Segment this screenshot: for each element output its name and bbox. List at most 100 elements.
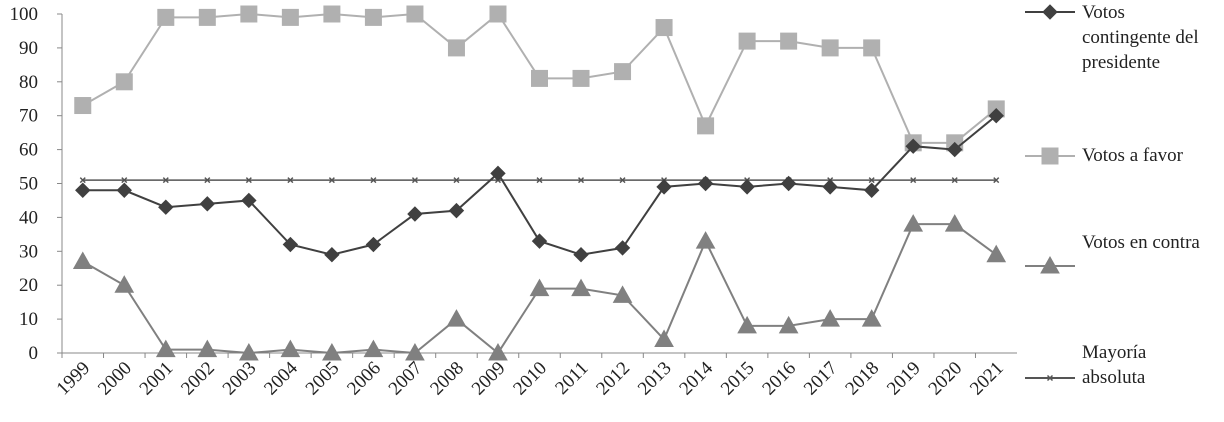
y-tick-label: 80 bbox=[19, 72, 38, 93]
point bbox=[324, 246, 340, 263]
point bbox=[74, 97, 92, 115]
point bbox=[240, 5, 258, 23]
point bbox=[988, 107, 1004, 124]
y-tick-label: 10 bbox=[19, 309, 38, 330]
x-tick-label: 2017 bbox=[800, 358, 842, 400]
y-tick-label: 40 bbox=[19, 207, 38, 228]
point bbox=[655, 19, 673, 37]
point bbox=[72, 251, 93, 269]
x-tick-label: 1999 bbox=[53, 358, 95, 400]
point bbox=[281, 8, 299, 26]
x-tick-label: 2013 bbox=[634, 358, 676, 400]
point bbox=[944, 214, 965, 232]
legend-label: Mayoría absoluta bbox=[1082, 342, 1147, 388]
point bbox=[531, 233, 548, 249]
point bbox=[323, 5, 341, 23]
point bbox=[280, 339, 301, 358]
legend-label: Votos contingente del presidente bbox=[1082, 2, 1199, 73]
point bbox=[697, 175, 714, 192]
point bbox=[863, 182, 880, 198]
x-tick-label: 2002 bbox=[177, 358, 219, 400]
y-tick-label: 100 bbox=[10, 4, 39, 25]
point bbox=[407, 206, 423, 222]
point bbox=[158, 199, 174, 215]
point bbox=[121, 177, 128, 184]
point bbox=[778, 315, 799, 334]
x-tick-label: 2020 bbox=[925, 358, 967, 400]
y-tick-label: 60 bbox=[19, 140, 38, 161]
point bbox=[905, 138, 921, 154]
y-tick-label: 50 bbox=[19, 174, 38, 195]
point bbox=[287, 177, 294, 184]
point bbox=[573, 246, 589, 263]
point bbox=[577, 177, 585, 184]
point bbox=[328, 177, 335, 184]
x-tick-label: 2008 bbox=[426, 358, 468, 400]
x-tick-label: 2012 bbox=[592, 358, 634, 400]
point bbox=[654, 329, 674, 347]
point bbox=[204, 177, 211, 184]
x-tick-label: 2010 bbox=[509, 358, 551, 400]
x-tick-label: 2015 bbox=[717, 358, 759, 400]
point bbox=[199, 196, 216, 212]
y-tick-label: 30 bbox=[19, 241, 38, 262]
point bbox=[155, 339, 176, 358]
x-tick-label: 2016 bbox=[758, 358, 800, 400]
point bbox=[241, 192, 257, 209]
x-tick-label: 2018 bbox=[841, 358, 883, 400]
point bbox=[488, 342, 508, 361]
point bbox=[238, 342, 259, 361]
point bbox=[75, 182, 91, 198]
point bbox=[780, 32, 798, 50]
x-tick-label: 2000 bbox=[94, 358, 136, 400]
x-tick-label: 2014 bbox=[675, 357, 717, 399]
point bbox=[322, 342, 342, 361]
point bbox=[198, 8, 216, 26]
point bbox=[490, 165, 506, 182]
point bbox=[197, 339, 218, 358]
x-tick-label: 2019 bbox=[883, 358, 925, 400]
point bbox=[116, 182, 132, 198]
point bbox=[739, 179, 755, 195]
point bbox=[405, 342, 425, 361]
point bbox=[614, 240, 631, 256]
point bbox=[447, 39, 465, 57]
point bbox=[614, 63, 632, 81]
point bbox=[453, 177, 460, 184]
point bbox=[282, 236, 299, 253]
x-tick-label: 2001 bbox=[136, 358, 178, 400]
point bbox=[861, 309, 882, 327]
point bbox=[986, 244, 1007, 263]
x-tick-label: 2004 bbox=[260, 357, 302, 399]
point bbox=[448, 202, 465, 219]
point bbox=[406, 5, 424, 23]
y-tick-label: 70 bbox=[19, 106, 38, 127]
y-tick-label: 0 bbox=[29, 343, 39, 364]
point bbox=[363, 339, 384, 358]
point bbox=[738, 32, 756, 50]
point bbox=[162, 177, 169, 184]
legend-marker bbox=[1042, 4, 1058, 20]
point bbox=[695, 231, 716, 249]
point bbox=[571, 278, 591, 297]
point bbox=[619, 177, 626, 184]
point bbox=[612, 285, 633, 303]
y-tick-label: 20 bbox=[19, 275, 38, 296]
point bbox=[737, 315, 757, 334]
point bbox=[910, 177, 917, 184]
point bbox=[114, 275, 135, 293]
x-tick-label: 2007 bbox=[385, 358, 427, 400]
point bbox=[245, 177, 252, 184]
point bbox=[572, 69, 590, 87]
point bbox=[863, 39, 881, 57]
point bbox=[536, 177, 543, 184]
point bbox=[364, 8, 382, 26]
point bbox=[531, 69, 548, 87]
x-tick-label: 2006 bbox=[343, 358, 385, 400]
point bbox=[820, 309, 841, 327]
point bbox=[529, 278, 550, 297]
point bbox=[951, 177, 958, 184]
point bbox=[868, 177, 875, 184]
point bbox=[115, 73, 133, 91]
